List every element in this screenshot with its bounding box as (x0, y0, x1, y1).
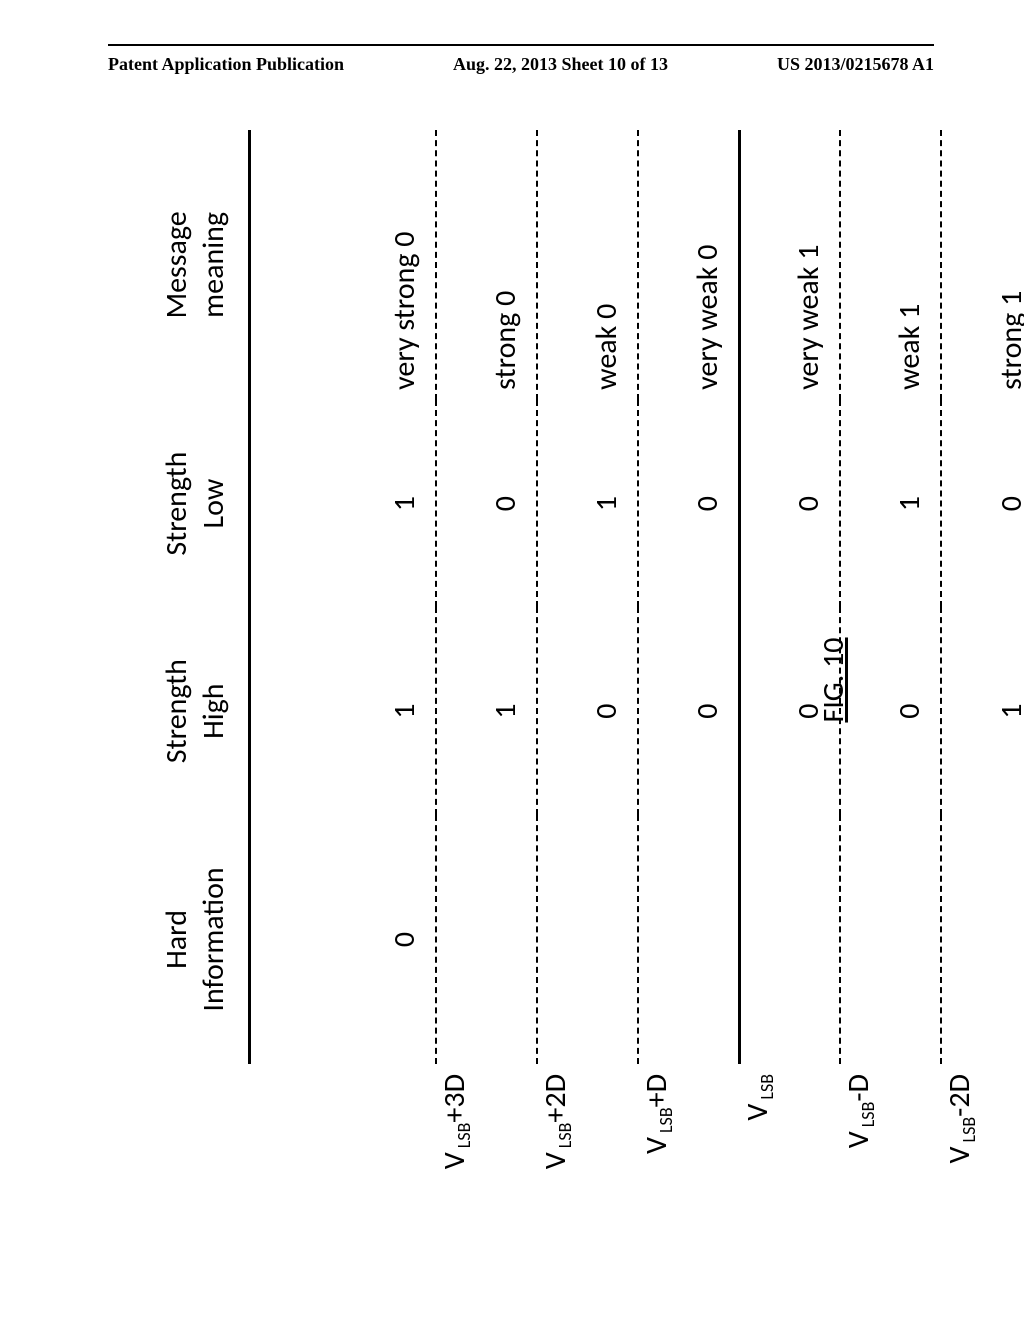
threshold-line: VLSB+D (638, 130, 677, 1230)
col-mm-line2: meaning (195, 212, 232, 318)
col-label (152, 1064, 250, 1230)
header-rule (108, 44, 934, 46)
page-header: Patent Application Publication Aug. 22, … (0, 44, 1024, 75)
cell-hard: 0 (374, 815, 436, 1064)
cell-hard (576, 815, 638, 1064)
header-left: Patent Application Publication (108, 54, 344, 75)
table-row: 0 1 1 very strong 0 (374, 130, 436, 1230)
threshold-line-center: VLSB (739, 130, 778, 1230)
th-base: V (436, 1152, 473, 1169)
table-header-row: Hard Information Strength High Strength … (152, 130, 250, 1230)
cell-sl: 0 (475, 400, 537, 608)
header-center: Aug. 22, 2013 Sheet 10 of 13 (453, 54, 668, 75)
col-hard: Hard Information (152, 815, 250, 1064)
cell-meaning: very strong 0 (374, 130, 436, 400)
table-row: 0 1 weak 1 (879, 130, 941, 1230)
col-sl-line2: Low (195, 479, 232, 529)
cell-sh: 0 (677, 607, 739, 815)
cell-hard (879, 815, 941, 1064)
col-sh-line1: Strength (158, 659, 195, 763)
page: Patent Application Publication Aug. 22, … (0, 0, 1024, 1320)
cell-sh: 1 (475, 607, 537, 815)
table-row: 1 0 strong 1 (981, 130, 1024, 1230)
table-row: 0 1 weak 0 (576, 130, 638, 1230)
threshold-line: VLSB-2D (941, 130, 980, 1230)
encoding-table: Hard Information Strength High Strength … (152, 130, 1024, 1230)
header-right: US 2013/0215678 A1 (777, 54, 934, 75)
cell-meaning: very weak 0 (677, 130, 739, 400)
cell-sl: 0 (677, 400, 739, 608)
col-mm-line1: Message (158, 211, 195, 318)
header-rule (250, 130, 312, 1230)
th-sub: LSB (453, 1123, 475, 1149)
row-label-empty (374, 1064, 436, 1230)
cell-sl: 1 (879, 400, 941, 608)
table-row: 1 0 strong 0 (475, 130, 537, 1230)
col-strength-high: Strength High (152, 607, 250, 815)
cell-sl: 1 (576, 400, 638, 608)
figure-10: Hard Information Strength High Strength … (132, 130, 892, 1230)
cell-hard (981, 815, 1024, 1064)
cell-meaning: weak 1 (879, 130, 941, 400)
figure-wrap: Hard Information Strength High Strength … (132, 130, 892, 1230)
figure-caption: FIG. 10 (815, 130, 852, 1230)
col-sl-line1: Strength (158, 452, 195, 556)
col-meaning: Message meaning (152, 130, 250, 400)
cell-hard (475, 815, 537, 1064)
cell-meaning: strong 1 (981, 130, 1024, 400)
threshold-label: VLSB+D (638, 1064, 677, 1230)
threshold-label: VLSB (739, 1064, 778, 1230)
threshold-label: VLSB-2D (941, 1064, 980, 1230)
cell-sh: 0 (879, 607, 941, 815)
threshold-line: V LSB+3D (436, 130, 475, 1230)
cell-sl: 1 (374, 400, 436, 608)
table-row: 0 0 very weak 0 (677, 130, 739, 1230)
col-strength-low: Strength Low (152, 400, 250, 608)
cell-sl: 0 (981, 400, 1024, 608)
th-suffix: +3D (436, 1074, 473, 1123)
threshold-label: V LSB+3D (436, 1064, 475, 1230)
cell-sh: 1 (374, 607, 436, 815)
cell-sh: 1 (981, 607, 1024, 815)
col-hard-line1: Hard (158, 910, 195, 969)
cell-meaning: strong 0 (475, 130, 537, 400)
header-spacer (312, 130, 374, 1230)
cell-hard (677, 815, 739, 1064)
threshold-line: VLSB+2D (537, 130, 576, 1230)
col-hard-line2: Information (195, 867, 232, 1011)
cell-sh: 0 (576, 607, 638, 815)
cell-meaning: weak 0 (576, 130, 638, 400)
col-sh-line2: High (195, 683, 232, 738)
threshold-label: VLSB+2D (537, 1064, 576, 1230)
header-text: Patent Application Publication Aug. 22, … (108, 54, 934, 75)
